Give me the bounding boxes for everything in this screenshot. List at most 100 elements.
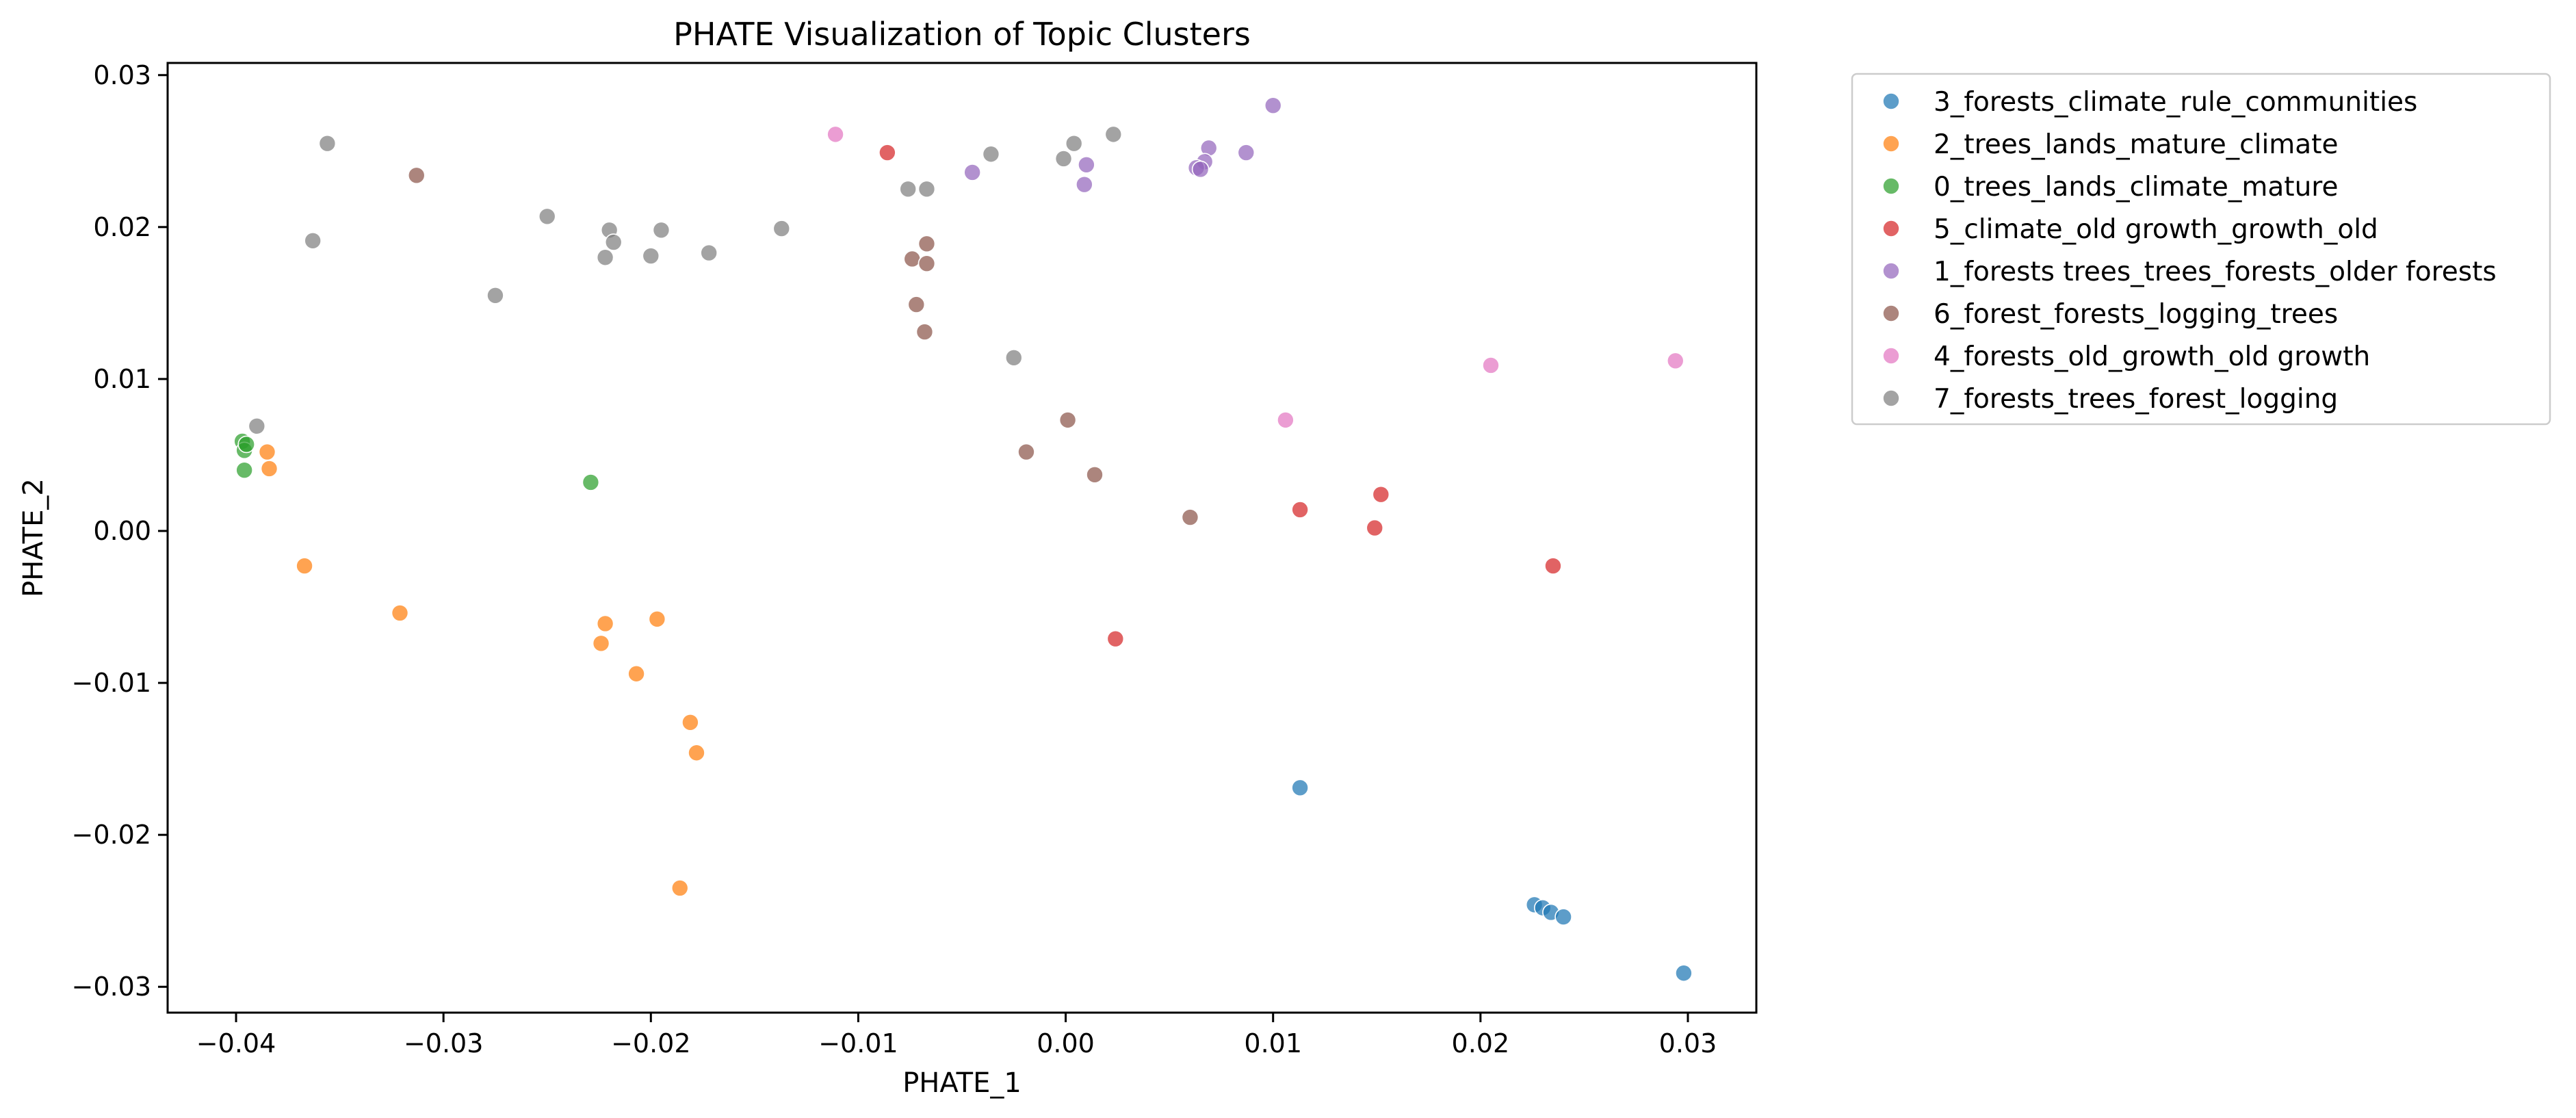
- data-point-series-7: [1104, 125, 1123, 144]
- legend-label: 7_forests_trees_forest_logging: [1934, 384, 2338, 415]
- data-point-series-5: [1181, 508, 1199, 526]
- x-tick-label: 0.02: [1452, 1028, 1510, 1058]
- legend-marker: [1882, 304, 1900, 322]
- data-point-series-7: [982, 145, 1000, 164]
- data-point-series-5: [1017, 443, 1035, 461]
- data-point-series-5: [903, 250, 922, 268]
- y-tick-label: 0.00: [93, 516, 151, 546]
- data-point-series-7: [1004, 349, 1023, 367]
- x-tick-label: −0.01: [818, 1028, 898, 1058]
- plot-area-frame: [166, 62, 1758, 1014]
- data-point-series-7: [652, 221, 671, 239]
- data-point-series-1: [260, 460, 278, 478]
- legend-label: 3_forests_climate_rule_communities: [1934, 87, 2417, 118]
- data-point-series-5: [918, 255, 936, 272]
- data-point-series-1: [648, 610, 666, 628]
- y-tick-label: −0.02: [72, 820, 151, 850]
- legend-marker: [1882, 92, 1900, 110]
- x-axis: −0.04 −0.03 −0.02 −0.01 0.00 0.01 0.02 0.03: [196, 1013, 1717, 1058]
- data-point-series-3: [1291, 501, 1309, 519]
- legend-marker: [1882, 177, 1900, 195]
- data-point-series-4: [963, 164, 981, 181]
- legend: 3_forests_climate_rule_communities 2_tree…: [1851, 73, 2551, 426]
- data-point-series-7: [1065, 134, 1083, 153]
- data-point-series-0: [1554, 908, 1572, 926]
- data-point-series-1: [681, 714, 699, 731]
- legend-marker: [1882, 220, 1900, 237]
- data-point-series-1: [592, 634, 610, 653]
- data-point-series-0: [1291, 779, 1309, 797]
- data-point-series-3: [1372, 485, 1390, 504]
- x-tick-label: −0.04: [196, 1028, 276, 1058]
- chart-title: PHATE Visualization of Topic Clusters: [673, 16, 1251, 53]
- data-point-series-7: [700, 244, 718, 262]
- data-point-series-1: [627, 664, 645, 683]
- data-point-series-4: [1078, 155, 1095, 174]
- data-point-series-7: [486, 286, 504, 304]
- data-point-series-2: [582, 473, 600, 491]
- data-point-series-3: [1366, 519, 1384, 537]
- data-point-series-4: [1237, 144, 1256, 161]
- data-point-series-5: [1086, 466, 1104, 484]
- legend-label: 6_forest_forests_logging_trees: [1934, 299, 2338, 330]
- data-point-series-5: [907, 296, 926, 313]
- x-tick-label: −0.03: [404, 1028, 483, 1058]
- y-tick-label: 0.01: [93, 364, 151, 394]
- data-point-series-4: [1264, 96, 1282, 114]
- y-tick-label: −0.03: [72, 972, 151, 1002]
- data-point-series-3: [1544, 557, 1562, 575]
- data-point-series-7: [304, 232, 322, 250]
- data-point-series-1: [296, 557, 313, 575]
- data-point-series-5: [1058, 411, 1077, 429]
- data-point-series-7: [604, 233, 623, 251]
- x-tick-label: 0.01: [1244, 1028, 1302, 1058]
- y-axis-label: PHATE_2: [18, 478, 49, 597]
- data-point-series-3: [879, 144, 896, 161]
- data-point-series-6: [1666, 352, 1684, 370]
- data-point-series-1: [688, 744, 705, 762]
- data-point-series-4: [1191, 160, 1210, 179]
- data-point-series-5: [918, 235, 936, 253]
- data-point-series-2: [237, 435, 255, 454]
- y-tick-label: 0.02: [93, 212, 151, 242]
- x-tick-label: −0.02: [611, 1028, 690, 1058]
- legend-label: 0_trees_lands_climate_mature: [1934, 172, 2338, 203]
- points-layer: [233, 96, 1693, 983]
- data-point-series-5: [915, 323, 934, 341]
- data-point-series-6: [827, 125, 844, 144]
- data-point-series-6: [1277, 411, 1294, 429]
- data-point-series-1: [596, 614, 614, 633]
- y-tick-label: 0.03: [93, 60, 151, 90]
- data-point-series-1: [258, 443, 276, 461]
- data-point-series-7: [596, 248, 614, 267]
- x-axis-label: PHATE_1: [902, 1067, 1022, 1099]
- legend-marker: [1882, 389, 1900, 407]
- legend-label: 5_climate_old growth_growth_old: [1934, 214, 2378, 245]
- data-point-series-6: [1482, 356, 1500, 374]
- data-point-series-7: [1054, 150, 1073, 168]
- data-point-series-1: [671, 879, 689, 897]
- data-point-series-1: [391, 604, 409, 622]
- data-point-series-4: [1076, 175, 1093, 194]
- legend-frame: [1851, 73, 2551, 426]
- legend-marker: [1882, 347, 1900, 365]
- data-point-series-2: [235, 461, 253, 479]
- y-tick-label: −0.01: [72, 668, 151, 698]
- legend-label: 4_forests_old_growth_old growth: [1934, 341, 2370, 372]
- legend-marker: [1882, 135, 1900, 153]
- legend-marker: [1882, 262, 1900, 280]
- data-point-series-0: [1675, 964, 1693, 983]
- legend-label: 1_forests trees_trees_forests_older fore…: [1934, 257, 2497, 287]
- x-tick-label: 0.03: [1659, 1028, 1717, 1058]
- data-point-series-3: [1106, 629, 1125, 648]
- data-point-series-7: [248, 417, 266, 435]
- data-point-series-7: [642, 247, 660, 265]
- legend-label: 2_trees_lands_mature_climate: [1934, 129, 2338, 160]
- data-point-series-7: [918, 180, 936, 198]
- data-point-series-7: [538, 207, 556, 226]
- data-point-series-7: [318, 134, 337, 153]
- y-axis: −0.03 −0.02 −0.01 0.00 0.01 0.02 0.03: [72, 60, 168, 1002]
- x-tick-label: 0.00: [1037, 1028, 1095, 1058]
- data-point-series-7: [772, 220, 791, 237]
